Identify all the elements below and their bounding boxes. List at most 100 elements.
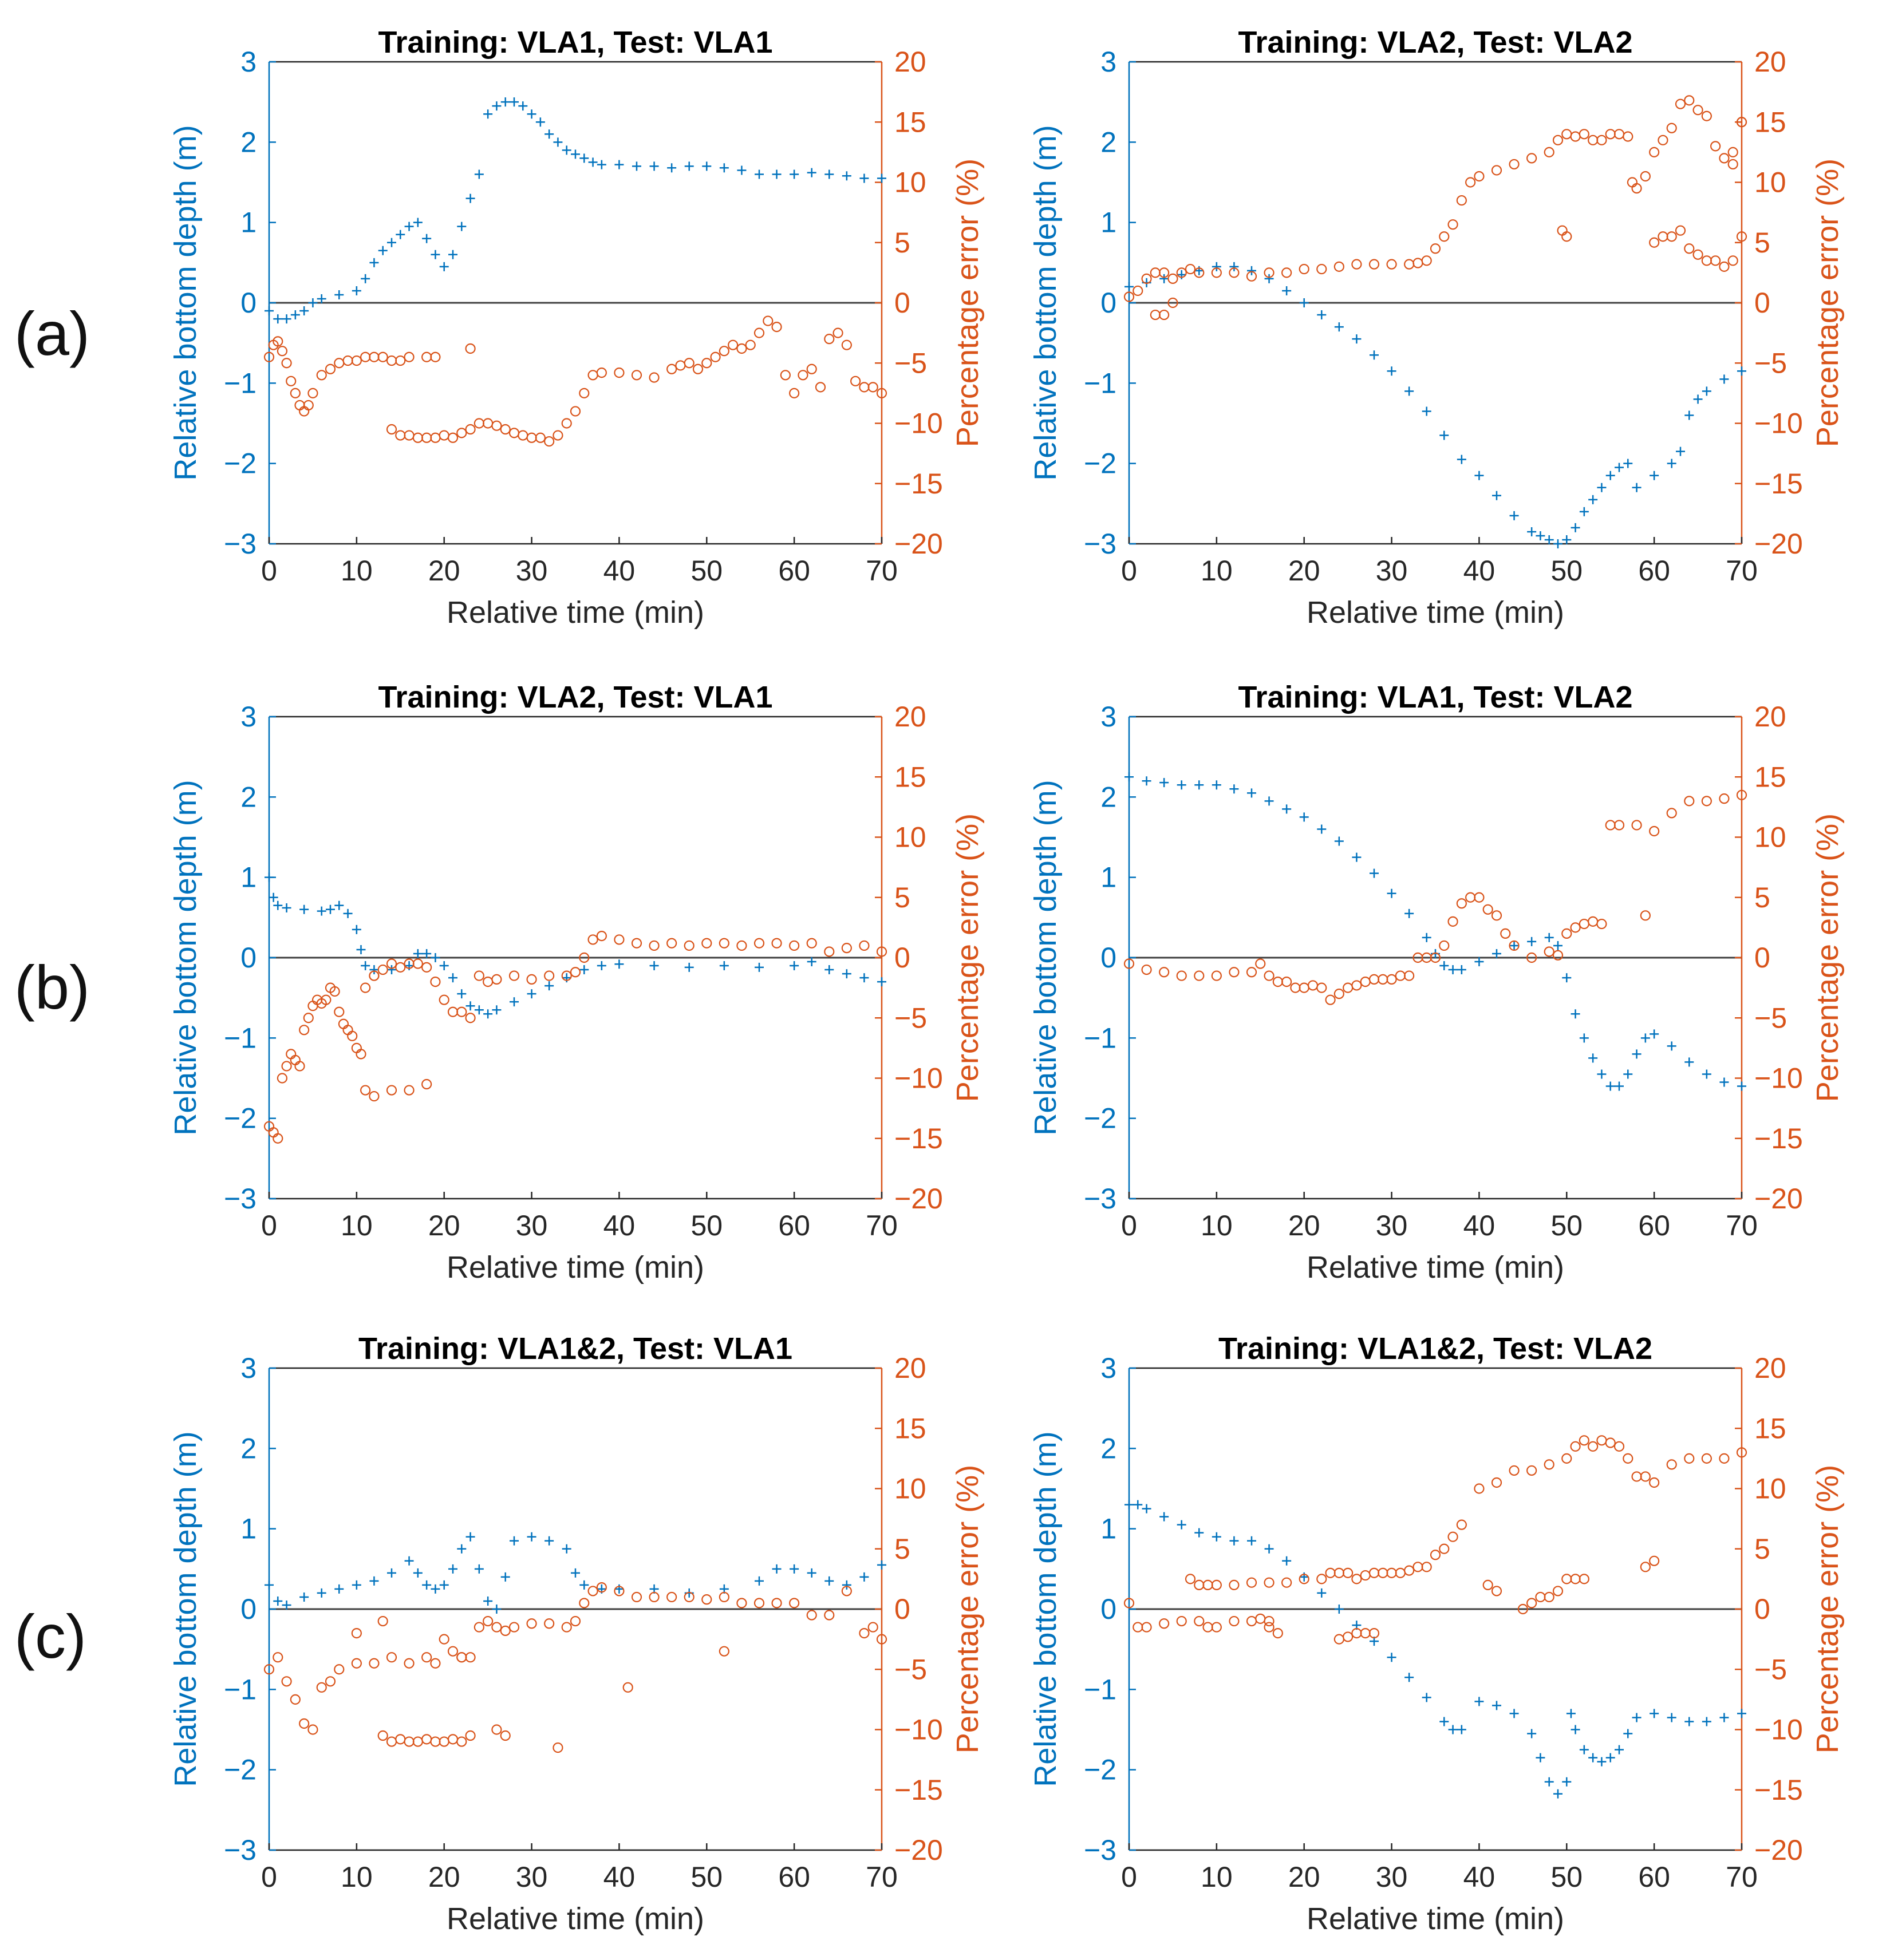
depth-point (431, 953, 440, 962)
depth-point (588, 157, 598, 167)
error-point (386, 1736, 397, 1747)
error-point (1684, 243, 1695, 254)
left-y-tick-label: 1 (240, 862, 257, 894)
x-tick-label: 10 (1201, 555, 1233, 587)
depth-point (1571, 523, 1580, 532)
depth-point (1212, 1532, 1221, 1542)
left-y-tick-label: 3 (240, 1352, 257, 1384)
depth-point (457, 989, 467, 999)
error-point (1194, 1579, 1205, 1590)
error-point (1185, 1574, 1196, 1584)
right-y-tick-label: −5 (1754, 1002, 1787, 1034)
error-point (465, 343, 476, 354)
error-point (736, 940, 747, 951)
error-point (1360, 1570, 1371, 1581)
right-y-tick-label: −5 (894, 1653, 927, 1685)
depth-point (1439, 961, 1449, 971)
error-point (789, 1598, 800, 1609)
depth-point (1247, 1536, 1256, 1546)
left-y-tick-label: −2 (224, 1754, 257, 1786)
error-point (544, 1618, 555, 1629)
error-point (1596, 1435, 1607, 1446)
depth-point (597, 961, 606, 971)
error-point (430, 432, 441, 443)
depth-point (755, 169, 764, 179)
depth-point (1684, 1717, 1694, 1726)
error-series (1123, 95, 1747, 321)
error-point (841, 1586, 852, 1597)
x-tick-label: 60 (778, 555, 810, 587)
depth-point (396, 230, 405, 239)
error-point (1421, 255, 1432, 266)
left-y-tick-label: 0 (1100, 287, 1116, 319)
error-point (307, 388, 318, 398)
depth-point (510, 97, 519, 107)
depth-point (334, 1584, 344, 1594)
error-point (1579, 1435, 1589, 1446)
error-point (561, 970, 572, 981)
error-point (456, 1736, 467, 1747)
error-point (1395, 1567, 1406, 1578)
error-point (1736, 117, 1747, 128)
left-y-tick-label: −3 (1084, 528, 1116, 560)
depth-point (273, 314, 283, 324)
right-y-tick-label: 5 (894, 1533, 910, 1565)
depth-point (1299, 812, 1309, 822)
x-tick-label: 50 (690, 1210, 723, 1242)
right-y-tick-label: 5 (1754, 1533, 1770, 1565)
depth-point (1588, 495, 1598, 504)
error-point (281, 358, 292, 369)
row-label-a: (a) (14, 299, 90, 368)
error-point (1623, 131, 1633, 142)
depth-point (1667, 1041, 1676, 1051)
error-point (824, 334, 835, 345)
right-y-tick-label: 20 (1754, 1352, 1786, 1384)
error-point (290, 1694, 301, 1705)
depth-point (824, 965, 834, 975)
depth-point (1370, 868, 1379, 878)
error-point (570, 406, 581, 417)
depth-point (356, 945, 366, 954)
error-point (1123, 1598, 1135, 1609)
error-point (526, 974, 537, 985)
depth-point (1737, 1081, 1746, 1091)
error-point (456, 1006, 467, 1017)
right-y-tick-label: 10 (894, 1473, 926, 1505)
right-y-tick-label: −10 (1754, 1714, 1803, 1746)
error-point (1447, 1531, 1458, 1542)
error-point (1692, 249, 1703, 260)
depth-point (510, 1536, 519, 1546)
error-point (1404, 970, 1415, 981)
error-point (465, 424, 476, 435)
left-y-axis-label: Relative bottom depth (m) (168, 780, 203, 1135)
depth-point (465, 1532, 475, 1542)
error-point (753, 327, 765, 338)
depth-point (317, 1588, 326, 1598)
chart-title: Training: VLA2, Test: VLA2 (1238, 25, 1632, 60)
depth-point (1623, 459, 1633, 468)
error-point (1579, 1574, 1589, 1584)
error-point (1727, 159, 1738, 170)
x-tick-label: 70 (866, 1861, 898, 1893)
depth-point (413, 1568, 423, 1578)
depth-point (1299, 1572, 1309, 1582)
error-point (351, 1628, 362, 1639)
depth-point (413, 218, 423, 227)
right-y-tick-label: 20 (1754, 46, 1786, 78)
error-point (1447, 219, 1458, 230)
left-y-tick-label: 2 (1100, 781, 1116, 813)
error-point (1500, 928, 1511, 939)
error-point (684, 1591, 695, 1603)
error-point (1456, 1519, 1467, 1530)
error-point (1141, 964, 1152, 975)
error-point (1439, 231, 1450, 242)
error-point (1561, 129, 1572, 140)
depth-point (518, 101, 528, 111)
left-y-tick-label: −2 (1084, 448, 1116, 480)
error-point (369, 970, 380, 981)
depth-point (1212, 780, 1221, 790)
error-point (771, 321, 782, 333)
depth-point (483, 1596, 493, 1606)
error-point (421, 432, 432, 443)
depth-point (282, 1600, 291, 1610)
